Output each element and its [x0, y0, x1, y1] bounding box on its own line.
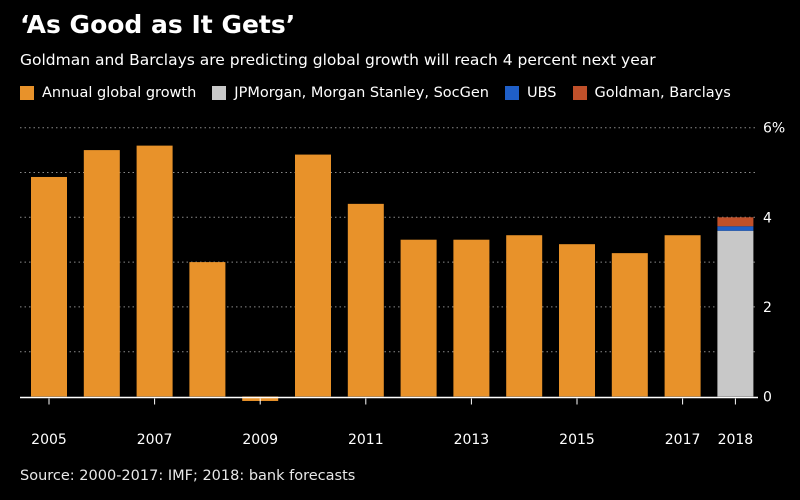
bar-2018-segment-2 — [717, 226, 754, 231]
legend-label-jpmorgan-group: JPMorgan, Morgan Stanley, SocGen — [234, 85, 489, 101]
chart-legend: Annual global growth JPMorgan, Morgan St… — [20, 85, 747, 101]
bar-2011 — [347, 203, 384, 397]
chart-title: ‘As Good as It Gets’ — [20, 10, 296, 39]
legend-swatch-goldman-barclays — [572, 86, 587, 100]
bar-2018-segment-1 — [717, 230, 754, 397]
legend-item-jpmorgan-group: JPMorgan, Morgan Stanley, SocGen — [212, 85, 489, 101]
legend-label-ubs: UBS — [527, 85, 557, 101]
legend-label-annual-growth: Annual global growth — [42, 85, 197, 101]
bar-2015 — [559, 244, 595, 397]
y-tick-label-6: 6% — [763, 121, 785, 137]
bar-2017 — [664, 235, 701, 397]
bar-2006 — [83, 150, 120, 397]
bar-2012 — [400, 239, 437, 397]
legend-item-goldman-barclays: Goldman, Barclays — [572, 85, 731, 101]
y-tick-label-0: 0 — [763, 390, 772, 406]
y-tick-label-4: 4 — [763, 210, 772, 226]
chart-source: Source: 2000-2017: IMF; 2018: bank forec… — [20, 468, 356, 484]
chart-subtitle: Goldman and Barclays are predicting glob… — [20, 51, 656, 69]
x-tick-label-2018: 2018 — [718, 432, 754, 448]
y-tick-label-2: 2 — [763, 300, 772, 316]
bar-2005 — [31, 176, 67, 397]
bar-2010 — [295, 154, 331, 397]
x-tick-label-2005: 2005 — [31, 432, 67, 448]
legend-swatch-ubs — [505, 86, 519, 100]
legend-item-ubs: UBS — [505, 85, 557, 101]
x-tick-label-2015: 2015 — [559, 432, 595, 448]
legend-label-goldman-barclays: Goldman, Barclays — [594, 85, 731, 101]
bar-2007 — [136, 145, 173, 397]
legend-item-annual-growth: Annual global growth — [20, 85, 196, 101]
x-tick-label-2011: 2011 — [348, 432, 384, 448]
legend-swatch-jpmorgan-group — [212, 86, 227, 100]
bar-2016 — [611, 253, 648, 397]
x-tick-label-2007: 2007 — [137, 432, 173, 448]
x-tick-label-2013: 2013 — [454, 432, 490, 448]
bar-2008 — [189, 262, 226, 397]
x-tick-label-2017: 2017 — [665, 432, 701, 448]
legend-swatch-annual-growth — [20, 86, 34, 100]
bar-2013 — [453, 239, 490, 397]
bar-2018-segment-3 — [717, 217, 754, 227]
x-tick-label-2009: 2009 — [242, 432, 278, 448]
bar-2014 — [506, 235, 543, 397]
